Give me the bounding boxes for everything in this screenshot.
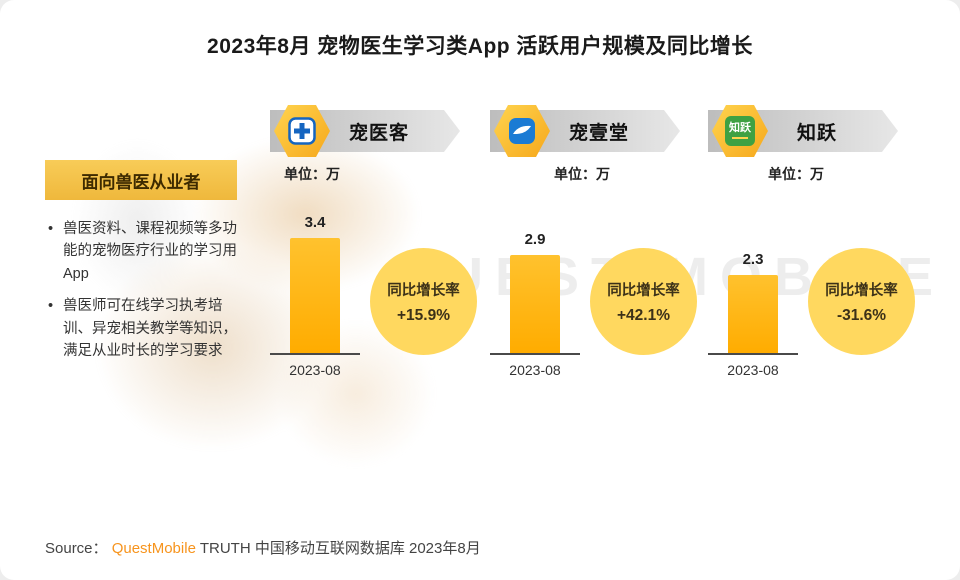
page-title: 2023年8月 宠物医生学习类App 活跃用户规模及同比增长 xyxy=(207,35,753,58)
app-column-zhiyue: 知跃 知跃 单位：万 2.3 2023-08 同比增长率 -31.6% xyxy=(708,105,915,410)
growth-badge: 同比增长率 -31.6% xyxy=(808,248,915,355)
source-prefix: Source： xyxy=(45,540,108,557)
bar-chongyitang: 2.9 xyxy=(510,231,560,353)
growth-badge: 同比增长率 +42.1% xyxy=(590,248,697,355)
app-column-chongyike: 宠医客 单位：万 3.4 2023-08 同比增长率 +15.9% xyxy=(270,105,477,410)
growth-badge: 同比增长率 +15.9% xyxy=(370,248,477,355)
bullet-item: 兽医师可在线学习执考培训、异宠相关教学等知识，满足从业时长的学习要求 xyxy=(48,295,248,362)
growth-label: 同比增长率 xyxy=(607,282,680,299)
axis-baseline xyxy=(490,353,580,355)
bar-chongyike: 3.4 xyxy=(290,214,340,353)
source-line: Source： QuestMobile TRUTH 中国移动互联网数据库 202… xyxy=(45,537,481,558)
app-column-chongyitang: 宠壹堂 单位：万 2.9 2023-08 同比增长率 +42.1% xyxy=(490,105,697,410)
bar-zhiyue: 2.3 xyxy=(728,251,778,353)
growth-label: 同比增长率 xyxy=(825,282,898,299)
x-axis-label: 2023-08 xyxy=(509,362,561,378)
x-axis-label: 2023-08 xyxy=(727,362,779,378)
app-name: 宠医客 xyxy=(348,122,409,144)
source-suffix: TRUTH 中国移动互联网数据库 2023年8月 xyxy=(199,540,481,557)
bar-value: 3.4 xyxy=(304,214,326,231)
bar-value: 2.3 xyxy=(742,251,764,268)
x-axis-label: 2023-08 xyxy=(289,362,341,378)
unit-label: 单位：万 xyxy=(554,166,610,182)
growth-label: 同比增长率 xyxy=(387,282,460,299)
bullet-item: 兽医资料、课程视频等多功能的宠物医疗行业的学习用App xyxy=(48,218,248,285)
axis-baseline xyxy=(270,353,360,355)
source-brand: QuestMobile xyxy=(111,540,196,557)
app-name: 宠壹堂 xyxy=(568,122,629,144)
unit-label: 单位：万 xyxy=(768,166,824,182)
bar-value: 2.9 xyxy=(524,231,546,248)
growth-value: +42.1% xyxy=(616,306,670,324)
growth-value: +15.9% xyxy=(396,306,450,324)
axis-baseline xyxy=(708,353,798,355)
growth-value: -31.6% xyxy=(836,306,887,324)
feature-bullets: 兽医资料、课程视频等多功能的宠物医疗行业的学习用App 兽医师可在线学习执考培训… xyxy=(48,218,248,373)
app-name: 知跃 xyxy=(796,122,837,144)
audience-tag: 面向兽医从业者 xyxy=(45,160,237,200)
zhiyue-logo-text: 知跃 xyxy=(725,116,755,146)
unit-label: 单位：万 xyxy=(284,166,340,182)
medical-cross-icon xyxy=(274,105,330,157)
